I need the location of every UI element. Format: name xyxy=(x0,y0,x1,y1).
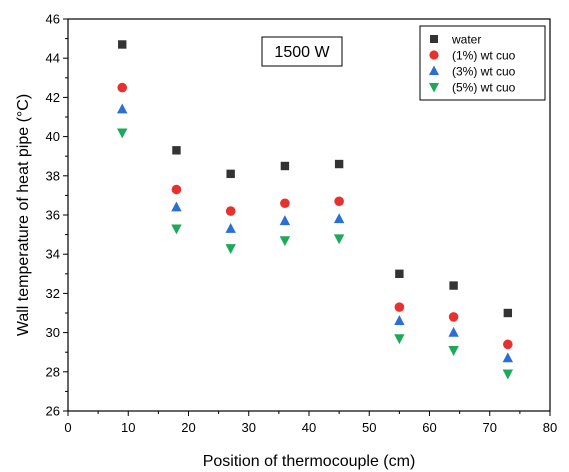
data-point xyxy=(171,184,182,195)
x-tick-label: 60 xyxy=(422,420,436,435)
data-point xyxy=(394,334,405,345)
legend-marker xyxy=(429,83,439,93)
y-tick-label: 38 xyxy=(46,168,60,183)
x-tick-label: 20 xyxy=(181,420,195,435)
data-point xyxy=(117,82,128,93)
legend-label: (3%) wt cuo xyxy=(452,65,516,79)
data-point xyxy=(225,244,236,255)
x-tick-label: 10 xyxy=(121,420,135,435)
data-point xyxy=(394,302,405,312)
y-axis-title: Wall temperature of heat pipe (°C) xyxy=(15,94,32,336)
legend-marker xyxy=(429,50,439,60)
x-tick-label: 80 xyxy=(543,420,557,435)
data-point xyxy=(279,215,291,226)
data-point xyxy=(448,312,459,322)
data-point xyxy=(448,326,459,337)
y-tick-label: 26 xyxy=(46,404,60,419)
series-1 xyxy=(117,82,513,350)
data-point xyxy=(503,339,513,350)
series-2 xyxy=(117,103,514,363)
y-tick-label: 36 xyxy=(46,208,60,223)
x-axis-title: Position of thermocouple (cm) xyxy=(203,453,416,470)
series-3 xyxy=(117,128,514,380)
legend-marker xyxy=(430,35,438,43)
data-point xyxy=(225,223,236,233)
y-tick-label: 30 xyxy=(46,325,60,340)
data-point xyxy=(279,236,291,247)
data-point xyxy=(449,281,458,290)
x-tick-label: 40 xyxy=(302,420,316,435)
data-point xyxy=(334,196,344,207)
data-point xyxy=(280,198,290,209)
legend-label: (5%) wt cuo xyxy=(452,81,516,95)
data-point xyxy=(395,269,404,278)
legend: water (1%) wt cuo (3%) wt cuo (5%) wt cuo xyxy=(419,25,546,101)
data-point xyxy=(226,169,235,179)
data-point xyxy=(280,161,290,171)
y-tick-label: 44 xyxy=(46,51,60,66)
y-tick-label: 42 xyxy=(46,90,60,105)
data-point xyxy=(118,40,127,49)
data-marks xyxy=(117,40,514,380)
data-point xyxy=(117,103,128,114)
data-point xyxy=(333,213,345,224)
data-point xyxy=(394,315,405,326)
data-point xyxy=(171,224,182,235)
x-tick-label: 70 xyxy=(483,420,497,435)
legend-label: water xyxy=(451,33,481,47)
annotation-label: 1500 W xyxy=(274,44,330,61)
annotation-box xyxy=(261,36,343,67)
series-0 xyxy=(118,40,513,318)
legend-marker xyxy=(429,65,439,75)
data-point xyxy=(448,346,459,356)
y-tick-label: 32 xyxy=(46,286,60,301)
y-tick-label: 34 xyxy=(46,247,60,262)
x-tick-label: 0 xyxy=(64,420,71,435)
data-point xyxy=(172,146,181,155)
data-point xyxy=(503,308,513,318)
y-tick-label: 46 xyxy=(46,12,60,27)
annotation-group: 1500 W xyxy=(261,36,343,67)
data-point xyxy=(171,201,182,212)
data-point xyxy=(334,159,344,169)
legend-label: (1%) wt cuo xyxy=(452,49,516,63)
y-tick-label: 40 xyxy=(46,129,60,144)
y-tick-label: 28 xyxy=(46,364,60,379)
data-point xyxy=(502,369,514,380)
x-tick-label: 50 xyxy=(362,420,376,435)
x-tick-label: 30 xyxy=(242,420,256,435)
data-point xyxy=(225,206,236,216)
data-point xyxy=(333,234,345,245)
legend-box xyxy=(419,25,546,101)
data-point xyxy=(502,352,514,363)
axes: 0 10 20 30 40 50 60 70 80 26 28 30 32 34 36 38 40 42 44 46 xyxy=(46,12,558,436)
data-point xyxy=(117,128,128,139)
